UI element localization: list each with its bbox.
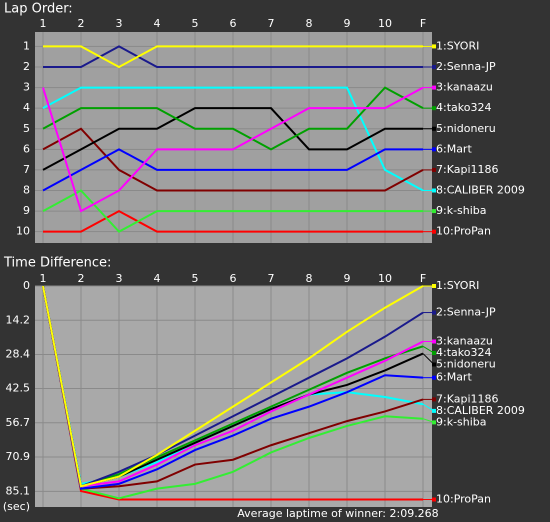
legend-label: 7:Kapi1186 bbox=[436, 163, 499, 176]
legend-swatch bbox=[432, 167, 436, 172]
y-tick-label: 9 bbox=[23, 204, 30, 217]
series-line bbox=[42, 285, 424, 490]
y-tick-label: 6 bbox=[23, 142, 30, 155]
x-tick-label: 3 bbox=[116, 17, 123, 30]
legend-label: 7:Kapi1186 bbox=[436, 392, 499, 405]
legend-label: 6:Mart bbox=[436, 142, 472, 155]
x-tick-label: F bbox=[420, 17, 426, 30]
y-tick-label: 42.5 bbox=[6, 382, 31, 395]
series-line bbox=[42, 285, 424, 488]
legend-swatch bbox=[432, 229, 436, 234]
legend-label: 4:tako324 bbox=[436, 101, 491, 114]
legend-label: 10:ProPan bbox=[436, 493, 491, 506]
legend-label: 3:kanaazu bbox=[436, 334, 493, 347]
x-tick-label: 4 bbox=[154, 272, 161, 285]
x-tick-label: F bbox=[420, 272, 426, 285]
series-line bbox=[42, 86, 424, 213]
legend-swatch bbox=[432, 147, 436, 152]
legend-swatch bbox=[432, 188, 436, 193]
legend-swatch bbox=[432, 64, 436, 69]
legend-swatch bbox=[432, 375, 436, 380]
x-tick-label: 8 bbox=[306, 17, 313, 30]
series-line bbox=[42, 285, 424, 488]
legend-swatch bbox=[432, 350, 436, 355]
y-tick-label: 28.4 bbox=[6, 348, 31, 361]
series-line bbox=[42, 285, 424, 490]
series-line bbox=[42, 189, 423, 233]
legend-label: 1:SYORI bbox=[436, 39, 479, 52]
legend-label: 2:Senna-JP bbox=[436, 60, 496, 73]
x-tick-label: 2 bbox=[78, 17, 85, 30]
y-tick-label: 4 bbox=[23, 101, 30, 114]
legend-swatch bbox=[432, 362, 436, 367]
x-tick-label: 4 bbox=[154, 17, 161, 30]
y-tick-label: 8 bbox=[23, 184, 30, 197]
legend-swatch bbox=[432, 420, 436, 425]
y-tick-label: 3 bbox=[23, 81, 30, 94]
legend-swatch bbox=[432, 126, 436, 131]
legend-label: 9:k-shiba bbox=[436, 415, 487, 428]
legend-label: 9:k-shiba bbox=[436, 204, 487, 217]
legend-swatch bbox=[432, 310, 436, 315]
y-tick-label: 85.1 bbox=[6, 484, 31, 497]
y-tick-label: 0 bbox=[23, 279, 30, 292]
series-line bbox=[42, 285, 423, 501]
legend-swatch bbox=[432, 106, 436, 111]
legend-label: 1:SYORI bbox=[436, 279, 479, 292]
x-tick-label: 1 bbox=[40, 17, 47, 30]
x-tick-label: 10 bbox=[378, 17, 392, 30]
legend-swatch bbox=[432, 44, 436, 49]
legend-label: 8:CALIBER 2009 bbox=[436, 404, 525, 417]
legend-swatch bbox=[432, 85, 436, 90]
legend-swatch bbox=[432, 339, 436, 344]
y-tick-label: 56.7 bbox=[6, 416, 31, 429]
x-tick-label: 3 bbox=[116, 272, 123, 285]
series-line bbox=[43, 45, 423, 69]
x-tick-label: 2 bbox=[78, 272, 85, 285]
series-line bbox=[42, 86, 424, 151]
x-tick-label: 7 bbox=[268, 17, 275, 30]
y-tick-label: 1 bbox=[23, 39, 30, 52]
x-tick-label: 7 bbox=[268, 272, 275, 285]
x-tick-label: 5 bbox=[192, 272, 199, 285]
legend-label: 8:CALIBER 2009 bbox=[436, 184, 525, 197]
legend-swatch bbox=[432, 284, 436, 288]
y-tick-label: 2 bbox=[23, 60, 30, 73]
legend-swatch bbox=[432, 408, 436, 413]
series-line bbox=[42, 285, 424, 500]
x-tick-label: 1 bbox=[40, 272, 47, 285]
x-tick-label: 8 bbox=[306, 272, 313, 285]
legend-label: 10:ProPan bbox=[436, 225, 491, 238]
series-line bbox=[42, 285, 424, 488]
legend-swatch bbox=[432, 497, 436, 502]
x-tick-label: 6 bbox=[230, 17, 237, 30]
chart-title: Lap Order: bbox=[4, 2, 73, 17]
series-line bbox=[42, 285, 424, 488]
legend-swatch bbox=[432, 397, 436, 402]
y-tick-label: 5 bbox=[23, 122, 30, 135]
legend-label: 2:Senna-JP bbox=[436, 306, 496, 319]
legend-swatch bbox=[432, 209, 436, 214]
x-tick-label: 10 bbox=[378, 272, 392, 285]
x-tick-label: 9 bbox=[344, 272, 351, 285]
legend-label: 3:kanaazu bbox=[436, 81, 493, 94]
y-unit: (sec) bbox=[3, 500, 30, 513]
y-tick-label: 70.9 bbox=[6, 450, 31, 463]
x-tick-label: 9 bbox=[344, 17, 351, 30]
annotation: Average laptime of winner: 2:09.268 bbox=[237, 507, 438, 520]
series-line bbox=[42, 148, 423, 192]
legend-label: 5:nidoneru bbox=[436, 357, 496, 370]
chart-title: Time Difference: bbox=[3, 256, 111, 271]
legend-label: 4:tako324 bbox=[436, 346, 491, 359]
series-line bbox=[42, 107, 423, 171]
series-line bbox=[43, 45, 423, 68]
y-tick-label: 14.2 bbox=[6, 313, 31, 326]
x-tick-label: 6 bbox=[230, 272, 237, 285]
legend-label: 5:nidoneru bbox=[436, 122, 496, 135]
y-tick-label: 7 bbox=[23, 163, 30, 176]
y-tick-label: 10 bbox=[16, 225, 30, 238]
legend-label: 6:Mart bbox=[436, 371, 472, 384]
x-tick-label: 5 bbox=[192, 17, 199, 30]
